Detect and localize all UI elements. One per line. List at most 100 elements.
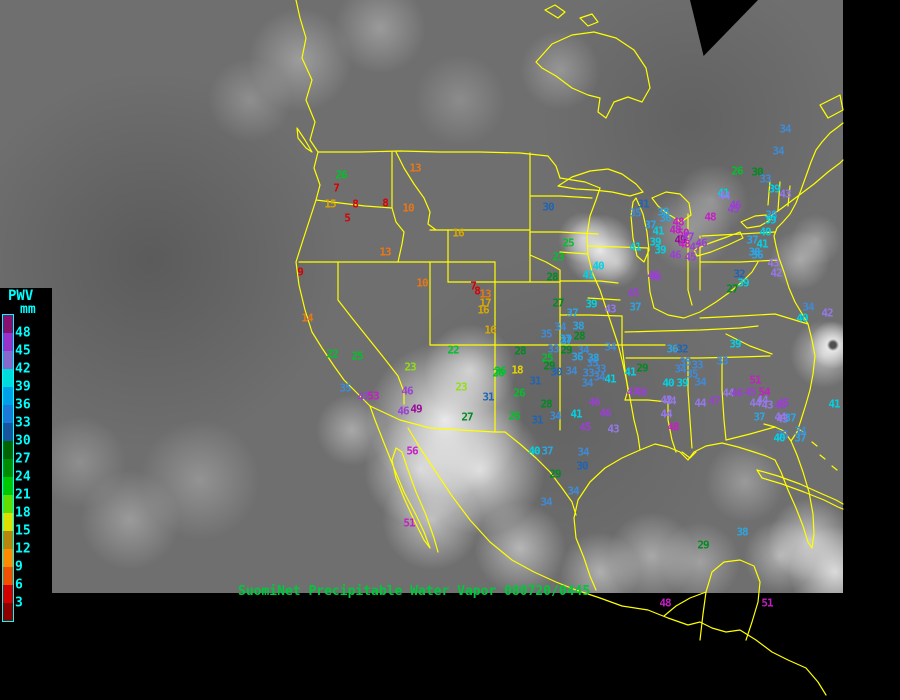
station-pwv-value: 46 [731,386,743,400]
station-pwv-value: 51 [749,373,761,387]
station-pwv-value: 35 [629,206,641,220]
station-pwv-value: 26 [731,164,743,178]
station-pwv-value: 33 [582,366,594,380]
station-pwv-value: 34 [779,122,791,136]
station-pwv-value: 28 [514,344,526,358]
station-pwv-value: 32 [676,342,688,356]
station-pwv-value: 41 [582,268,594,282]
station-pwv-value: 44 [756,393,768,407]
station-pwv-value: 45 [684,250,696,264]
station-pwv-value: 44 [718,189,730,203]
station-pwv-value: 54 [758,385,770,399]
station-pwv-value: 18 [511,363,523,377]
station-pwv-value: 13 [379,245,391,259]
station-pwv-value: 38 [657,205,669,219]
station-pwv-value: 39 [768,182,780,196]
station-pwv-value: 41 [652,224,664,238]
station-pwv-value: 35 [679,355,691,369]
station-pwv-value: 16 [452,226,464,240]
station-pwv-value: 37 [566,306,578,320]
station-pwv-value: 56 [406,444,418,458]
station-pwv-value: 27 [461,410,473,424]
station-pwv-value: 41 [828,397,840,411]
legend-label: 18 [15,505,31,521]
station-pwv-value: 22 [326,347,338,361]
station-pwv-value: 34 [567,484,579,498]
station-pwv-value: 43 [776,412,788,426]
station-pwv-value: 43 [761,398,773,412]
station-pwv-value: 33 [691,358,703,372]
station-pwv-value: 38 [572,319,584,333]
station-pwv-value: 26 [335,168,347,182]
station-pwv-value: 14 [301,311,313,325]
station-pwv-value: 26 [494,364,506,378]
station-pwv-value: 22 [447,343,459,357]
image-caption: SuomiNet Precipitable Water Vapor 080720… [238,584,591,599]
station-pwv-value: 39 [729,337,741,351]
station-pwv-value: 45 [727,202,739,216]
station-pwv-value: 17 [479,296,491,310]
station-pwv-value: 48 [704,210,716,224]
station-pwv-value: 44 [774,410,786,424]
station-pwv-value: 9 [297,265,304,279]
legend-color-box [3,423,13,441]
station-pwv-value: 28 [573,329,585,343]
legend-title: PWV [8,288,34,304]
legend-label: 33 [15,415,31,431]
legend-label: 27 [15,451,31,467]
station-pwv-value: 46 [588,395,600,409]
station-pwv-value: 31 [529,374,541,388]
station-pwv-value: 41 [629,240,641,254]
station-pwv-value: 26 [492,366,504,380]
legend-unit: mm [20,302,36,317]
station-pwv-value: 34 [540,495,552,509]
legend-label: 21 [15,487,31,503]
station-pwv-value: 29 [636,361,648,375]
station-pwv-value: 37 [644,218,656,232]
station-pwv-value: 28 [546,270,558,284]
station-pwv-value: 16 [484,323,496,337]
pwv-color-scale [2,314,14,622]
station-pwv-value: 23 [455,380,467,394]
station-pwv-value: 34 [694,375,706,389]
station-pwv-value: 50 [677,226,689,240]
station-pwv-value: 33 [594,362,606,376]
station-pwv-value: 7 [333,181,340,195]
legend-color-box [3,315,13,333]
station-pwv-value: 45 [774,398,786,412]
legend-label: 3 [15,595,23,611]
legend-label: 9 [15,559,23,575]
station-pwv-value: 47 [357,390,369,404]
station-pwv-value: 45 [744,385,756,399]
station-pwv-value: 5 [344,211,351,225]
station-pwv-value: 40 [773,431,785,445]
station-pwv-value: 51 [761,596,773,610]
station-pwv-value: 31 [531,413,543,427]
station-pwv-value: 46 [397,404,409,418]
station-pwv-value: 42 [821,306,833,320]
station-pwv-value: 43 [767,256,779,270]
legend-label: 39 [15,379,31,395]
station-pwv-value: 15 [324,197,336,211]
legend-color-box [3,333,13,351]
station-pwv-value: 25 [351,349,363,363]
legend-label: 42 [15,361,31,377]
station-pwv-value: 45 [579,420,591,434]
station-pwv-value: 10 [402,201,414,215]
station-pwv-value: 10 [416,276,428,290]
station-pwv-value: 42 [660,393,672,407]
legend-color-box [3,369,13,387]
station-pwv-value: 29 [549,467,561,481]
station-pwv-value: 34 [577,445,589,459]
station-pwv-value: 47 [682,230,694,244]
legend-color-box [3,477,13,495]
station-pwv-value: 45 [627,286,639,300]
station-pwv-value: 26 [513,386,525,400]
station-pwv-value: 29 [697,538,709,552]
station-pwv-value: 48 [678,237,690,251]
station-pwv-value: 25 [541,351,553,365]
station-pwv-value: 34 [549,409,561,423]
station-pwv-value: 34 [565,364,577,378]
station-pwv-value: 37 [560,334,572,348]
